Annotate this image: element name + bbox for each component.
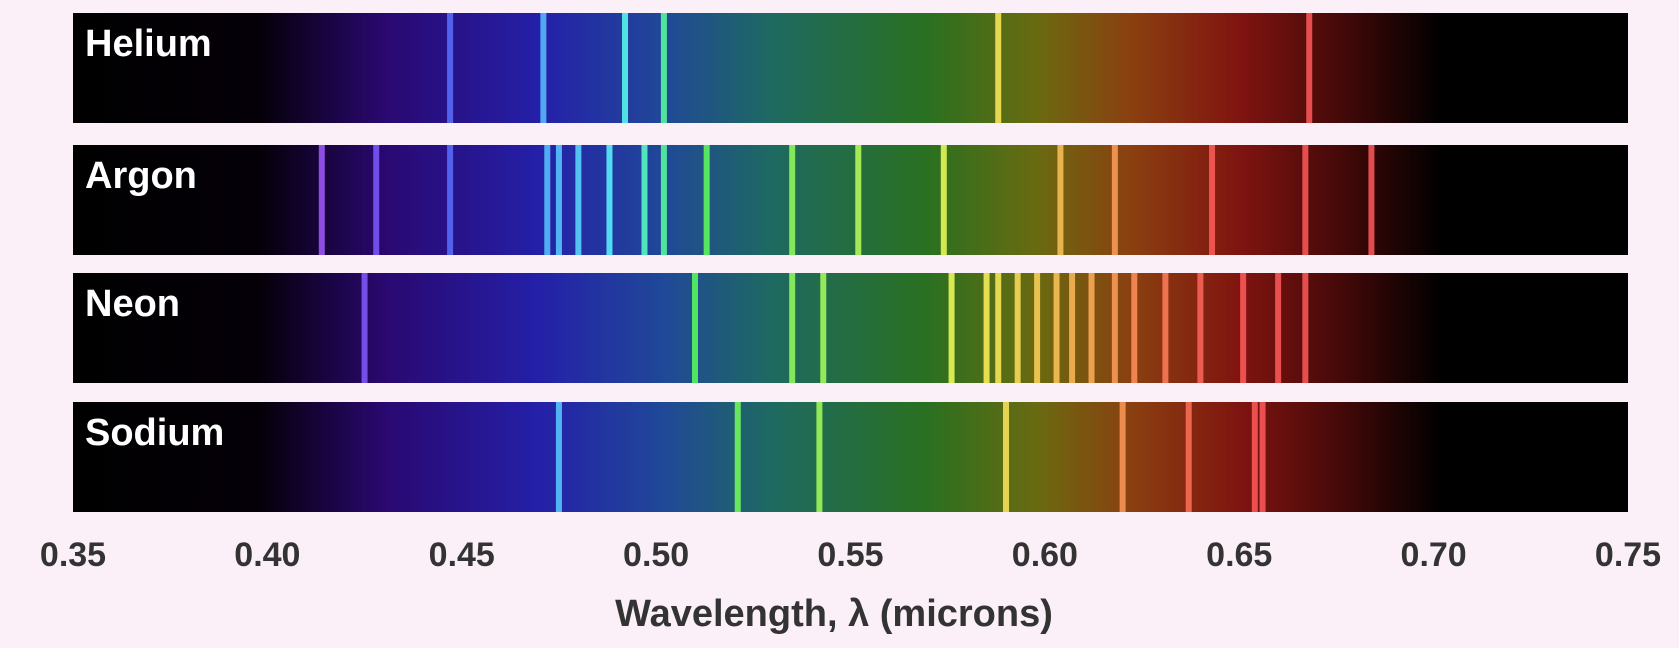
emission-line bbox=[1185, 402, 1192, 512]
emission-line bbox=[660, 13, 667, 123]
emission-line bbox=[622, 13, 629, 123]
emission-line bbox=[544, 145, 551, 255]
emission-line bbox=[373, 145, 380, 255]
emission-line bbox=[789, 145, 796, 255]
emission-line bbox=[1131, 273, 1138, 383]
x-tick-label: 0.65 bbox=[1206, 536, 1272, 574]
spectrum-band bbox=[73, 145, 1628, 255]
row-label: Neon bbox=[85, 283, 180, 325]
emission-line bbox=[1368, 145, 1375, 255]
emission-line bbox=[660, 145, 667, 255]
emission-line bbox=[1209, 145, 1216, 255]
emission-line bbox=[555, 402, 562, 512]
emission-line bbox=[1306, 13, 1313, 123]
x-tick-label: 0.75 bbox=[1595, 536, 1661, 574]
emission-line bbox=[361, 273, 368, 383]
x-tick-label: 0.70 bbox=[1401, 536, 1467, 574]
emission-line bbox=[1069, 273, 1076, 383]
emission-line bbox=[948, 273, 955, 383]
emission-line bbox=[1162, 273, 1169, 383]
emission-line bbox=[692, 273, 698, 383]
row-label: Sodium bbox=[85, 412, 224, 454]
x-tick-label: 0.40 bbox=[234, 536, 300, 574]
x-tick-label: 0.55 bbox=[817, 536, 883, 574]
emission-line bbox=[606, 145, 613, 255]
emission-line bbox=[1259, 402, 1266, 512]
emission-line bbox=[1111, 273, 1118, 383]
x-tick-label: 0.35 bbox=[40, 536, 106, 574]
emission-line bbox=[575, 145, 582, 255]
emission-line bbox=[995, 273, 1002, 383]
x-tick-label: 0.45 bbox=[429, 536, 495, 574]
x-tick-label: 0.60 bbox=[1012, 536, 1078, 574]
emission-line bbox=[983, 273, 990, 383]
emission-line bbox=[641, 145, 648, 255]
emission-line bbox=[1275, 273, 1282, 383]
emission-line bbox=[1302, 273, 1309, 383]
emission-line bbox=[555, 145, 562, 255]
emission-line bbox=[734, 402, 741, 512]
emission-line bbox=[1111, 145, 1118, 255]
emission-line bbox=[318, 145, 325, 255]
emission-line bbox=[1014, 273, 1021, 383]
emission-line bbox=[447, 145, 454, 255]
spectrum-band bbox=[73, 402, 1628, 512]
emission-line bbox=[820, 273, 827, 383]
emission-line bbox=[1088, 273, 1095, 383]
emission-line bbox=[816, 402, 823, 512]
emission-line bbox=[447, 13, 454, 123]
emission-line bbox=[1251, 402, 1258, 512]
emission-line bbox=[855, 145, 862, 255]
emission-line bbox=[1240, 273, 1247, 383]
emission-line bbox=[789, 273, 796, 383]
emission-line bbox=[1302, 145, 1309, 255]
emission-line bbox=[1057, 145, 1064, 255]
row-label: Helium bbox=[85, 23, 212, 65]
emission-line bbox=[1197, 273, 1204, 383]
spectra: Helium Argon Neon Sodium bbox=[73, 13, 1628, 512]
spectrum-band bbox=[73, 13, 1628, 123]
x-tick-label: 0.50 bbox=[623, 536, 689, 574]
emission-line bbox=[703, 145, 710, 255]
emission-line bbox=[1119, 402, 1126, 512]
row-label: Argon bbox=[85, 155, 197, 197]
emission-line bbox=[1034, 273, 1041, 383]
emission-line bbox=[1003, 402, 1009, 512]
x-axis-label: Wavelength, λ (microns) bbox=[615, 593, 1053, 635]
emission-line bbox=[940, 145, 947, 255]
emission-line bbox=[995, 13, 1002, 123]
spectrum-band bbox=[73, 273, 1628, 383]
emission-line bbox=[1053, 273, 1060, 383]
emission-line bbox=[540, 13, 547, 123]
